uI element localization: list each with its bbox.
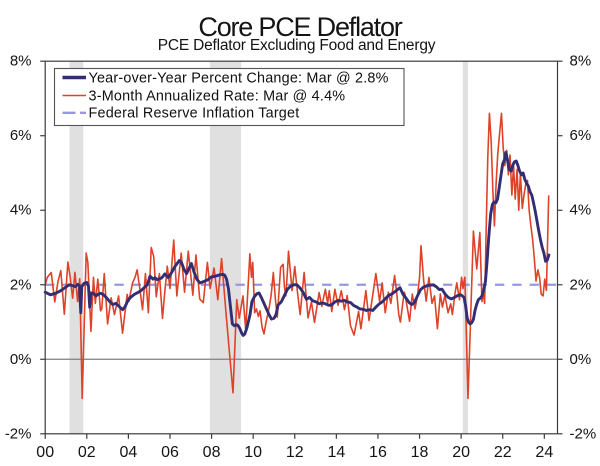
svg-text:02: 02 [78,444,96,461]
svg-text:12: 12 [286,444,304,461]
svg-text:6%: 6% [570,127,592,144]
svg-text:16: 16 [369,444,387,461]
svg-text:-2%: -2% [5,425,32,442]
svg-text:6%: 6% [10,127,32,144]
svg-text:2%: 2% [570,276,592,293]
svg-text:24: 24 [535,444,553,461]
svg-text:Core PCE Deflator: Core PCE Deflator [198,12,402,42]
svg-text:0%: 0% [10,351,32,368]
svg-text:3-Month Annualized Rate: Mar @: 3-Month Annualized Rate: Mar @ 4.4% [89,88,346,104]
svg-text:2%: 2% [10,276,32,293]
svg-text:PCE Deflator Excluding Food an: PCE Deflator Excluding Food and Energy [158,37,436,54]
svg-text:18: 18 [411,444,429,461]
svg-text:4%: 4% [10,202,32,219]
svg-text:04: 04 [119,444,137,461]
svg-text:00: 00 [36,444,54,461]
svg-text:14: 14 [327,444,345,461]
svg-text:Year-over-Year Percent Change:: Year-over-Year Percent Change: Mar @ 2.8… [89,70,389,86]
svg-text:10: 10 [244,444,262,461]
svg-text:22: 22 [494,444,512,461]
svg-text:20: 20 [452,444,470,461]
svg-text:4%: 4% [570,202,592,219]
svg-text:06: 06 [161,444,179,461]
svg-text:-2%: -2% [570,425,597,442]
svg-text:0%: 0% [570,351,592,368]
svg-text:Federal Reserve Inflation Targ: Federal Reserve Inflation Target [89,106,300,122]
svg-text:8%: 8% [570,53,592,70]
svg-text:08: 08 [203,444,221,461]
svg-text:8%: 8% [10,53,32,70]
